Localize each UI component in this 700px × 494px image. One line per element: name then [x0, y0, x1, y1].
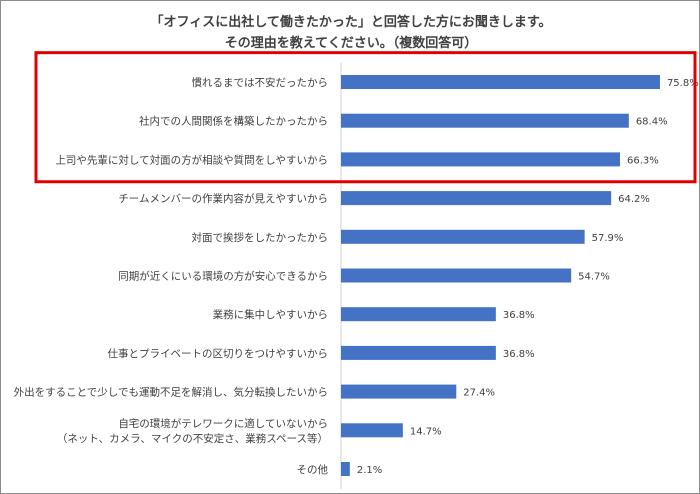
- value-label: 27.4%: [463, 388, 495, 399]
- category-label: 外出をすることで少しでも運動不足を解消し、気分転換したいから: [14, 386, 328, 399]
- value-label: 66.3%: [627, 155, 659, 166]
- bar: [341, 229, 585, 244]
- value-label: 14.7%: [410, 426, 442, 437]
- category-label: チームメンバーの作業内容が見えやすいから: [118, 192, 328, 205]
- category-label: 上司や先輩に対して対面の方が相談や質問をしやすいから: [55, 153, 328, 166]
- category-label: その他: [297, 463, 329, 476]
- category-label: 仕事とプライベートの区切りをつけやすいから: [108, 347, 329, 360]
- chart-title: 「オフィスに出社して働きたかった」と回答した方にお聞きします。: [150, 15, 552, 30]
- bar: [341, 345, 496, 360]
- value-label: 54.7%: [578, 272, 610, 283]
- category-label: 社内での人間関係を構築したかったから: [139, 115, 328, 128]
- value-label: 75.8%: [667, 78, 699, 89]
- category-label: 自宅の環境がテレワークに適していないから: [118, 417, 328, 430]
- bar: [341, 462, 350, 476]
- bar: [341, 191, 612, 206]
- category-label: 対面で挨拶をしたかったから: [192, 231, 329, 244]
- chart-subtitle: その理由を教えてください。（複数回答可）: [224, 36, 478, 51]
- value-label: 64.2%: [618, 194, 650, 205]
- highlight-box: [34, 51, 697, 184]
- category-label: 同期が近くにいる環境の方が安心できるから: [118, 270, 328, 283]
- bar: [341, 75, 660, 89]
- value-label: 57.9%: [592, 233, 624, 244]
- bar: [341, 384, 457, 399]
- bar: [341, 152, 620, 167]
- value-label: 36.8%: [503, 310, 535, 321]
- value-label: 2.1%: [357, 465, 382, 476]
- category-label: （ネット、カメラ、マイクの不安定さ、業務スペース等）: [57, 432, 328, 445]
- value-label: 36.8%: [503, 349, 535, 360]
- category-label: 業務に集中しやすいから: [213, 308, 328, 321]
- bar: [341, 307, 496, 322]
- bar: [341, 423, 403, 438]
- category-label: 慣れるまでは不安だったから: [192, 76, 329, 89]
- bar: [341, 268, 572, 283]
- value-label: 68.4%: [636, 117, 668, 128]
- bar: [341, 113, 629, 128]
